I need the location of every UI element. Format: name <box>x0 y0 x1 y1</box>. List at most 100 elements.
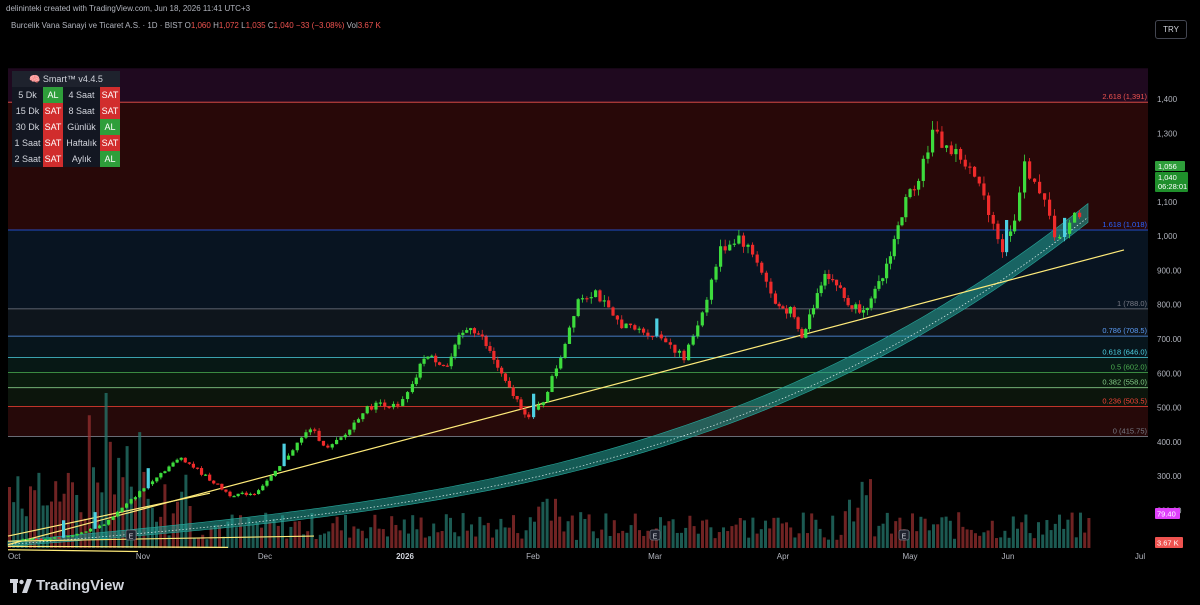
candle-body <box>732 243 736 245</box>
x-tick-label: Nov <box>136 552 150 561</box>
volume-bar <box>87 415 91 548</box>
earnings-marker <box>898 529 910 541</box>
candle-body <box>265 480 269 486</box>
volume-bar <box>16 476 20 548</box>
signal-cell: SAT <box>43 103 63 119</box>
volume-bar <box>524 530 528 548</box>
volume-bar <box>810 513 814 548</box>
earnings-marker-label: E <box>653 534 658 541</box>
fib-zone <box>8 68 1148 103</box>
candle-body <box>183 457 187 463</box>
volume-bar <box>419 517 423 548</box>
earnings-marker <box>649 529 661 541</box>
candle-body <box>133 497 137 500</box>
volume-bar <box>423 537 427 548</box>
volume-bar <box>155 521 158 548</box>
timeframe-label: Aylık <box>63 151 100 167</box>
candle-body <box>804 329 808 338</box>
volume-bar <box>314 539 318 548</box>
candle-body <box>912 189 916 191</box>
candle-body <box>1038 181 1042 194</box>
candle-body <box>602 300 606 302</box>
candle-body <box>387 406 391 408</box>
credit-text: delininteki created with TradingView.com… <box>6 4 251 13</box>
volume-bar <box>113 494 116 548</box>
volume-bar <box>818 528 822 548</box>
volume-bar <box>881 523 885 548</box>
candle-body <box>187 462 191 464</box>
volume-bar <box>327 531 331 548</box>
volume-bar <box>352 526 356 548</box>
volume-bar <box>54 481 58 548</box>
candle-body <box>484 336 488 347</box>
currency-button[interactable]: TRY <box>1155 20 1187 39</box>
volume-bar <box>50 501 53 548</box>
candle-body <box>963 159 967 167</box>
volume-bar <box>1016 528 1019 548</box>
volume-bar <box>617 533 620 548</box>
volume-bar <box>566 521 570 548</box>
volume-bar <box>1037 522 1040 548</box>
candle-body <box>769 281 773 294</box>
volume-bar <box>995 538 998 548</box>
x-tick-label: Oct <box>8 552 21 561</box>
volume-bar <box>780 523 784 548</box>
volume-bar <box>411 515 415 548</box>
y-tick-label: 900.00 <box>1157 266 1182 275</box>
candle-body <box>39 538 43 540</box>
candle-body <box>1005 219 1009 253</box>
candle-body <box>881 278 885 282</box>
timeframe-label: Günlük <box>63 119 100 135</box>
candle-body <box>751 244 755 255</box>
volume-bar <box>470 524 473 548</box>
candle-body <box>777 303 781 307</box>
volume-bar <box>575 539 578 548</box>
candle-body <box>884 263 889 279</box>
candle-body <box>788 307 792 314</box>
candle-body <box>959 149 963 160</box>
last-price-badge <box>1155 172 1188 192</box>
volume-bar <box>864 495 868 548</box>
volume-bar <box>289 526 293 548</box>
candle-body <box>755 254 759 263</box>
volume-bar <box>688 515 692 548</box>
tradingview-logo[interactable]: TradingView <box>10 577 124 594</box>
volume-bar <box>222 536 226 548</box>
volume-bar <box>1011 516 1015 548</box>
volume-bar <box>142 471 146 548</box>
candle-body <box>796 317 800 329</box>
volume-bar <box>797 533 801 548</box>
trend-line <box>7 492 211 537</box>
volume-bar <box>915 531 919 548</box>
candle-body <box>53 537 57 539</box>
signal-cell: AL <box>43 87 63 103</box>
candle-body <box>1023 161 1027 193</box>
candle-body <box>120 507 124 512</box>
candle-body <box>321 440 326 446</box>
fib-label: 1.618 (1,018) <box>1102 220 1147 229</box>
volume-bar <box>293 521 297 548</box>
volume-bar <box>255 522 259 548</box>
candle-body <box>709 279 714 300</box>
y-tick-label: 1,000 <box>1157 232 1178 241</box>
volume-bar <box>638 530 641 548</box>
candle-body <box>453 344 457 357</box>
volume-bar <box>768 528 772 548</box>
candle-body <box>308 429 312 433</box>
candle-body <box>815 293 819 309</box>
candle-body <box>877 281 881 289</box>
candle-body <box>831 279 835 281</box>
volume-bar <box>974 533 977 548</box>
candle-body <box>492 350 496 360</box>
footer <box>0 566 1200 605</box>
volume-bar <box>680 532 683 548</box>
volume-bar <box>869 479 872 548</box>
low-value: 1,035 <box>245 21 266 30</box>
volume-bar <box>667 521 671 548</box>
volume-bar <box>306 531 310 548</box>
volume-bar <box>734 524 738 548</box>
candle-body <box>80 532 84 534</box>
price-chart[interactable]: 2.618 (1,391) 1.618 (1,018) 1 (788.0) 0.786… <box>0 0 1200 566</box>
volume-bar <box>1062 528 1066 548</box>
x-tick-label: Jul <box>1135 552 1145 561</box>
